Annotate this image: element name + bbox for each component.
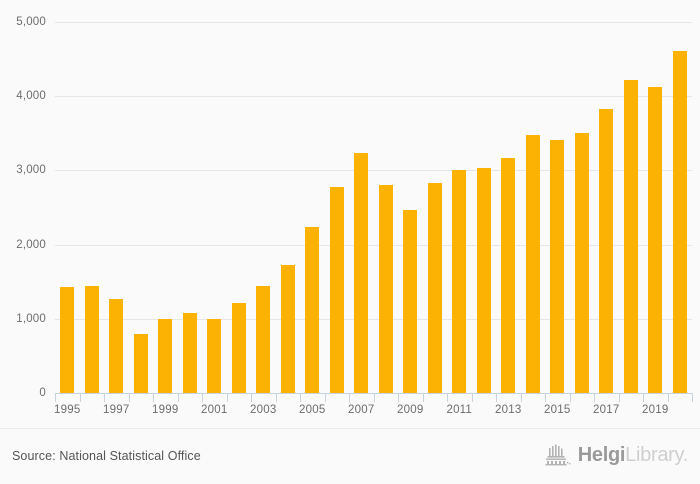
bar[interactable]: [427, 183, 442, 393]
bar[interactable]: [623, 79, 638, 393]
bar[interactable]: [476, 167, 491, 393]
bar[interactable]: [378, 184, 393, 393]
bar[interactable]: [207, 319, 222, 393]
bar[interactable]: [501, 157, 516, 393]
bar[interactable]: [158, 319, 173, 393]
x-axis-tick: [692, 393, 693, 402]
x-axis-tick: [447, 393, 448, 402]
bar[interactable]: [672, 51, 687, 393]
gridline-2000: [55, 244, 692, 246]
x-axis: 1995 1997 1999 2001 2003 2005 2007 2009 2011 2013…: [54, 393, 693, 416]
gridline-1000: [55, 318, 692, 320]
bar[interactable]: [84, 285, 99, 393]
y-axis-tick-label: 1,000: [16, 312, 46, 325]
x-axis-tick-label: 2005: [299, 404, 326, 416]
bar[interactable]: [550, 139, 565, 393]
y-axis-tick-label: 5,000: [16, 16, 46, 28]
source-note: Source: National Statistical Office: [12, 449, 201, 463]
x-axis-tick: [496, 393, 497, 402]
x-axis-tick-label: 1997: [103, 404, 130, 416]
logo-text: HelgiLibrary.: [577, 443, 689, 467]
x-axis-tick: [520, 393, 522, 402]
logo-brand-secondary: Library: [625, 444, 683, 466]
x-axis-tick-label: 2001: [201, 404, 228, 416]
x-axis-tick-label: 2017: [593, 404, 620, 416]
x-axis-tick: [79, 393, 81, 402]
bar[interactable]: [280, 265, 295, 393]
x-axis-tick: [594, 393, 595, 402]
plot-area: [55, 22, 692, 394]
bar-chart: 0 1,000 2,000 3,000 4,000 5,000 1995 1997 1999 2…: [16, 16, 693, 416]
x-axis-tick-label: 2003: [250, 404, 277, 416]
bar[interactable]: [182, 312, 197, 393]
bar[interactable]: [109, 298, 124, 393]
gridline-5000: [55, 22, 692, 23]
bar[interactable]: [305, 227, 320, 393]
bar[interactable]: [354, 152, 369, 393]
bar-series: [55, 22, 692, 393]
helgi-library-building-icon: [545, 444, 571, 466]
bar[interactable]: [574, 133, 589, 393]
x-axis-tick: [545, 393, 546, 402]
x-axis-tick: [618, 393, 620, 402]
y-axis-tick-label: 4,000: [16, 90, 46, 103]
x-axis-tick: [324, 393, 326, 402]
x-axis-tick: [422, 393, 424, 402]
x-axis-tick: [398, 393, 399, 402]
x-axis-tick: [349, 393, 350, 402]
x-axis-tick: [153, 393, 154, 402]
x-axis-tick: [300, 393, 301, 402]
x-axis-tick-label: 1995: [54, 404, 81, 416]
x-axis-tick-label: 2019: [642, 404, 669, 416]
x-axis-tick-label: 2013: [495, 404, 522, 416]
y-axis-tick-label: 0: [39, 387, 46, 399]
bar[interactable]: [599, 108, 614, 393]
x-axis-tick-label: 2009: [397, 404, 424, 416]
y-axis-tick-label: 2,000: [16, 238, 46, 251]
x-axis-tick: [128, 393, 130, 402]
chart-footer: Source: National Statistical Office: [0, 428, 700, 484]
x-axis-tick: [55, 393, 56, 402]
logo-brand-suffix: .: [682, 444, 689, 466]
y-axis-tick-label: 3,000: [16, 164, 46, 177]
x-axis-tick: [569, 393, 571, 402]
x-axis-tick: [667, 393, 669, 402]
x-axis-tick: [373, 393, 375, 402]
bar[interactable]: [525, 135, 540, 393]
bar[interactable]: [231, 302, 246, 393]
x-axis-tick: [275, 393, 277, 402]
x-axis-tick: [202, 393, 203, 402]
x-axis-tick: [177, 393, 179, 402]
x-axis-tick: [251, 393, 252, 402]
x-axis-tick: [104, 393, 105, 402]
x-axis-tick-label: 2007: [348, 404, 375, 416]
gridline-4000: [55, 96, 692, 98]
x-axis-tick: [471, 393, 473, 402]
helgi-library-logo[interactable]: HelgiLibrary.: [544, 443, 688, 467]
x-axis-tick-label: 2015: [544, 404, 571, 416]
bar[interactable]: [452, 169, 467, 393]
x-axis-tick-label: 1999: [152, 404, 179, 416]
x-axis-tick-label: 2011: [446, 404, 473, 416]
gridline-3000: [55, 170, 692, 172]
x-axis-tick: [226, 393, 228, 402]
bar[interactable]: [403, 210, 418, 393]
bar[interactable]: [60, 286, 75, 393]
x-axis-tick: [643, 393, 644, 402]
logo-brand-primary: Helgi: [577, 444, 626, 466]
bar[interactable]: [133, 334, 148, 393]
bar[interactable]: [648, 87, 663, 393]
bar[interactable]: [256, 286, 271, 393]
bar[interactable]: [329, 187, 344, 393]
